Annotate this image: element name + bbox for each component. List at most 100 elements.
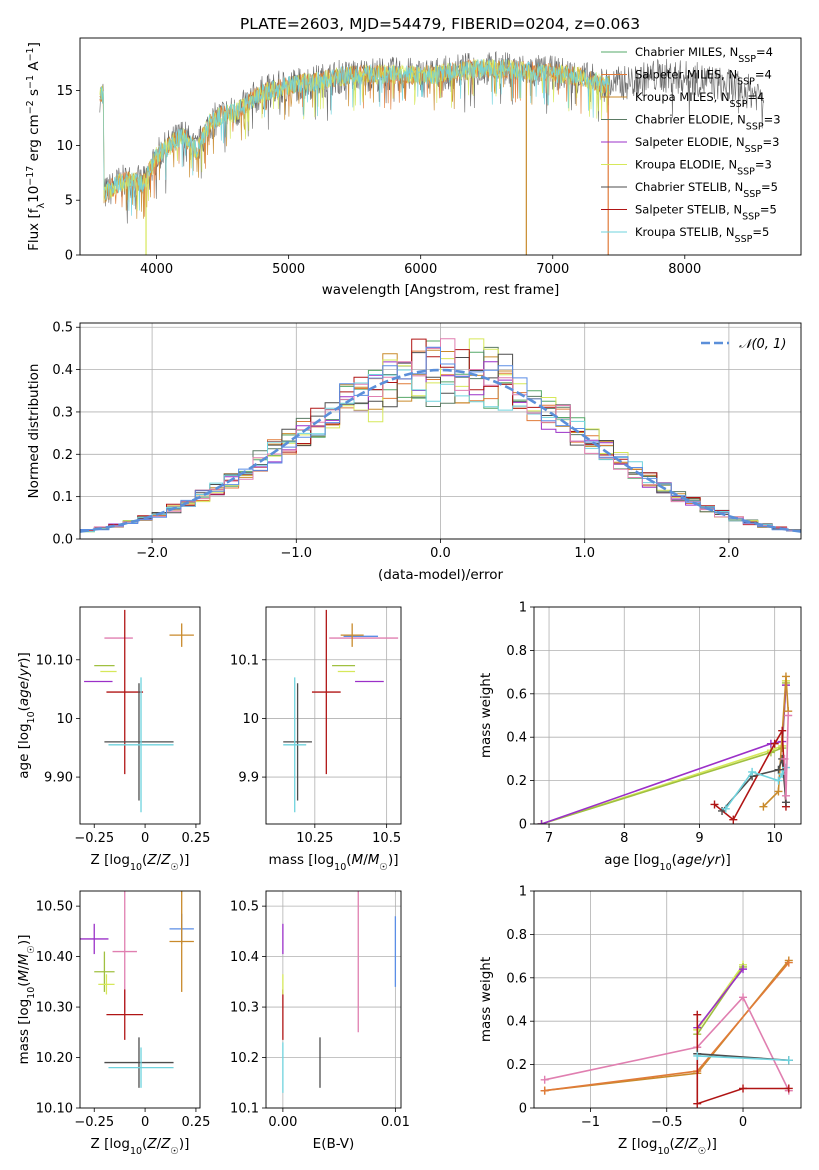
y-tick-label: 0.0 [52, 533, 73, 548]
label-part: Z [160, 1136, 171, 1152]
label-part: SSP [738, 54, 756, 65]
label-part: −1 [25, 47, 36, 61]
legend-label-salpeter_stelib: Salpeter STELIB, NSSP=5 [635, 203, 777, 223]
y-tick-label: 1 [519, 601, 527, 616]
y-tick-label: 10.40 [36, 950, 73, 965]
plot-area [540, 956, 793, 1108]
label-part: ( [670, 1136, 675, 1152]
series-marker [540, 1075, 549, 1084]
y-tick-label: 10.10 [36, 653, 73, 668]
label-part: 10 [26, 186, 42, 203]
x-tick-label: 0.0 [430, 546, 451, 561]
label-part: SSP [737, 76, 755, 87]
x-tick-label: −0.5 [651, 1115, 683, 1130]
label-part: )] [720, 852, 731, 868]
series-marker [784, 711, 793, 720]
label-part: Chabrier ELODIE, N [635, 113, 746, 127]
series-line-olive [541, 682, 787, 824]
x-tick-label: −0.25 [74, 1115, 114, 1130]
label-part: erg cm [26, 114, 42, 165]
label-part: )] [179, 1136, 190, 1152]
legend-label-normal: 𝒩(0, 1) [739, 337, 786, 352]
label-part: ☉ [698, 1146, 707, 1157]
label-part: / [16, 676, 32, 681]
label-part: =4 [747, 90, 764, 104]
series-marker [721, 804, 730, 813]
series-marker [770, 739, 779, 748]
label-part: age [677, 852, 702, 868]
y-tick-label: 10.10 [36, 1102, 73, 1117]
axes-frame [533, 890, 802, 1109]
label-part: ( [672, 852, 677, 868]
y-tick-label: 0.6 [506, 687, 527, 702]
label-part: age [log [16, 723, 32, 778]
label-part: 10 [26, 711, 37, 723]
label-part: ( [16, 981, 32, 986]
label-part: )] [706, 1136, 717, 1152]
label-part: SSP [746, 121, 764, 132]
series-marker [784, 1084, 793, 1093]
label-part: Z [688, 1136, 699, 1152]
plot-area [282, 891, 397, 1093]
y-tick-label: 0.2 [506, 1058, 527, 1073]
y-tick-label: 0.8 [506, 928, 527, 943]
series-marker [739, 1084, 748, 1093]
x-axis-label: Z [log10(Z/Z☉)] [91, 1136, 190, 1157]
label-part: ( [346, 852, 351, 868]
series-marker [774, 765, 783, 774]
label-part: ☉ [170, 862, 179, 873]
label-part: M [352, 852, 364, 868]
label-part: M [16, 969, 32, 981]
x-tick-label: 1.0 [574, 546, 595, 561]
label-part: Chabrier MILES, N [635, 45, 738, 59]
series-marker [780, 754, 789, 763]
figure-title: PLATE=2603, MJD=54479, FIBERID=0204, z=0… [240, 15, 640, 33]
x-tick-label: 9 [695, 831, 703, 846]
series-marker [778, 726, 787, 735]
series-marker [693, 1010, 702, 1019]
label-part: −1 [25, 75, 36, 89]
series-marker [693, 1051, 702, 1060]
label-part: SSP [735, 234, 753, 245]
panel-mass_vs_Z: −0.25 0 0.25 10.10 10.20 10.30 10.40 10.50 Z [lo… [16, 890, 210, 1157]
legend-label-kroupa_miles: Kroupa MILES, NSSP=4 [635, 90, 764, 110]
y-tick-label: 0.3 [52, 405, 73, 420]
y-tick-label: 9.9 [238, 771, 259, 786]
label-part: −2 [25, 100, 36, 114]
x-tick-label: 0 [739, 1115, 747, 1130]
label-part: s [26, 89, 42, 100]
y-tick-label: 0 [519, 1102, 527, 1117]
label-part: 10 [657, 1146, 669, 1157]
label-part: =4 [756, 45, 773, 59]
label-part: =5 [760, 203, 777, 217]
x-axis-label: Z [log10(Z/Z☉)] [91, 852, 190, 873]
series-marker [774, 776, 783, 785]
legend-label-chabrier_elodie: Chabrier ELODIE, NSSP=3 [635, 113, 781, 133]
x-axis-label: wavelength [Angstrom, rest frame] [322, 282, 560, 298]
x-tick-label: 0.25 [181, 831, 210, 846]
x-tick-label: 10.25 [296, 831, 333, 846]
label-part: )] [388, 852, 399, 868]
series-marker [774, 787, 783, 796]
series-marker [693, 1099, 702, 1108]
label-part: Kroupa STELIB, N [635, 225, 735, 239]
label-part: ( [16, 706, 32, 711]
label-part: Salpeter MILES, N [635, 68, 737, 82]
y-tick-label: 0.6 [506, 971, 527, 986]
x-tick-label: 0.01 [381, 1115, 410, 1130]
y-tick-label: 0.4 [506, 1015, 527, 1030]
label-part: mass [log [269, 852, 335, 868]
label-part: ☉ [379, 862, 388, 873]
axes-frame [265, 606, 402, 825]
label-part: Z [log [618, 1136, 657, 1152]
y-axis-label: mass [log10(M/M☉)] [16, 935, 37, 1065]
label-part: )] [179, 852, 190, 868]
label-part: age [16, 681, 32, 706]
label-part: ( [142, 852, 147, 868]
label-part: =5 [752, 225, 769, 239]
y-axis-label: mass weight [478, 673, 494, 758]
legend-label-chabrier_stelib: Chabrier STELIB, NSSP=5 [635, 180, 778, 200]
label-part: SSP [743, 189, 761, 200]
label-part: / [16, 965, 32, 970]
